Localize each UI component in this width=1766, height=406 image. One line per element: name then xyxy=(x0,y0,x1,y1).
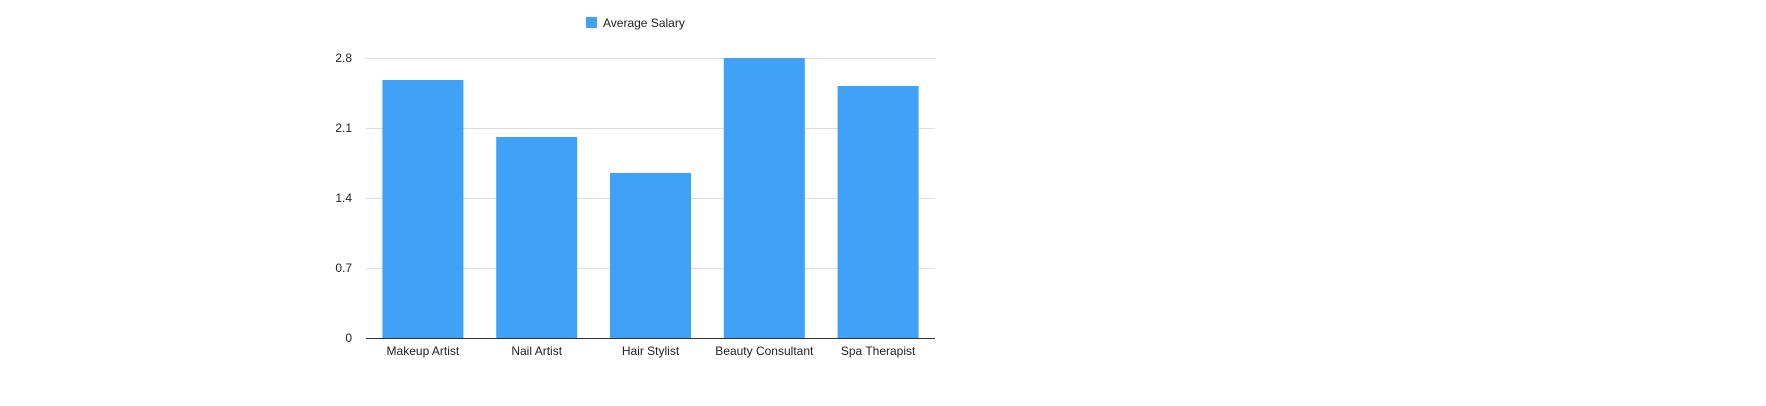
bar-hair-stylist xyxy=(610,173,691,338)
x-tick-label: Hair Stylist xyxy=(622,344,680,358)
y-tick-label: 0 xyxy=(345,331,352,345)
x-tick-label: Makeup Artist xyxy=(387,344,460,358)
bar-makeup-artist xyxy=(382,80,464,338)
y-tick-label: 2.1 xyxy=(335,121,352,135)
legend-label-average-salary: Average Salary xyxy=(603,16,685,30)
legend: Average Salary xyxy=(586,16,685,30)
y-tick-label: 2.8 xyxy=(335,51,352,65)
bar-spa-therapist xyxy=(837,86,919,338)
x-axis-labels: Makeup Artist Nail Artist Hair Stylist Beau… xyxy=(387,344,916,358)
bar-beauty-consultant xyxy=(723,58,805,338)
x-tick-label: Nail Artist xyxy=(511,344,562,358)
y-tick-label: 1.4 xyxy=(335,191,352,205)
x-tick-label: Spa Therapist xyxy=(841,344,916,358)
y-tick-label: 0.7 xyxy=(335,261,352,275)
x-tick-label: Beauty Consultant xyxy=(715,344,814,358)
legend-swatch-average-salary xyxy=(586,17,597,28)
bar-nail-artist xyxy=(496,137,578,338)
bars xyxy=(382,58,919,338)
y-axis-ticks: 0 0.7 1.4 2.1 2.8 xyxy=(335,51,352,345)
